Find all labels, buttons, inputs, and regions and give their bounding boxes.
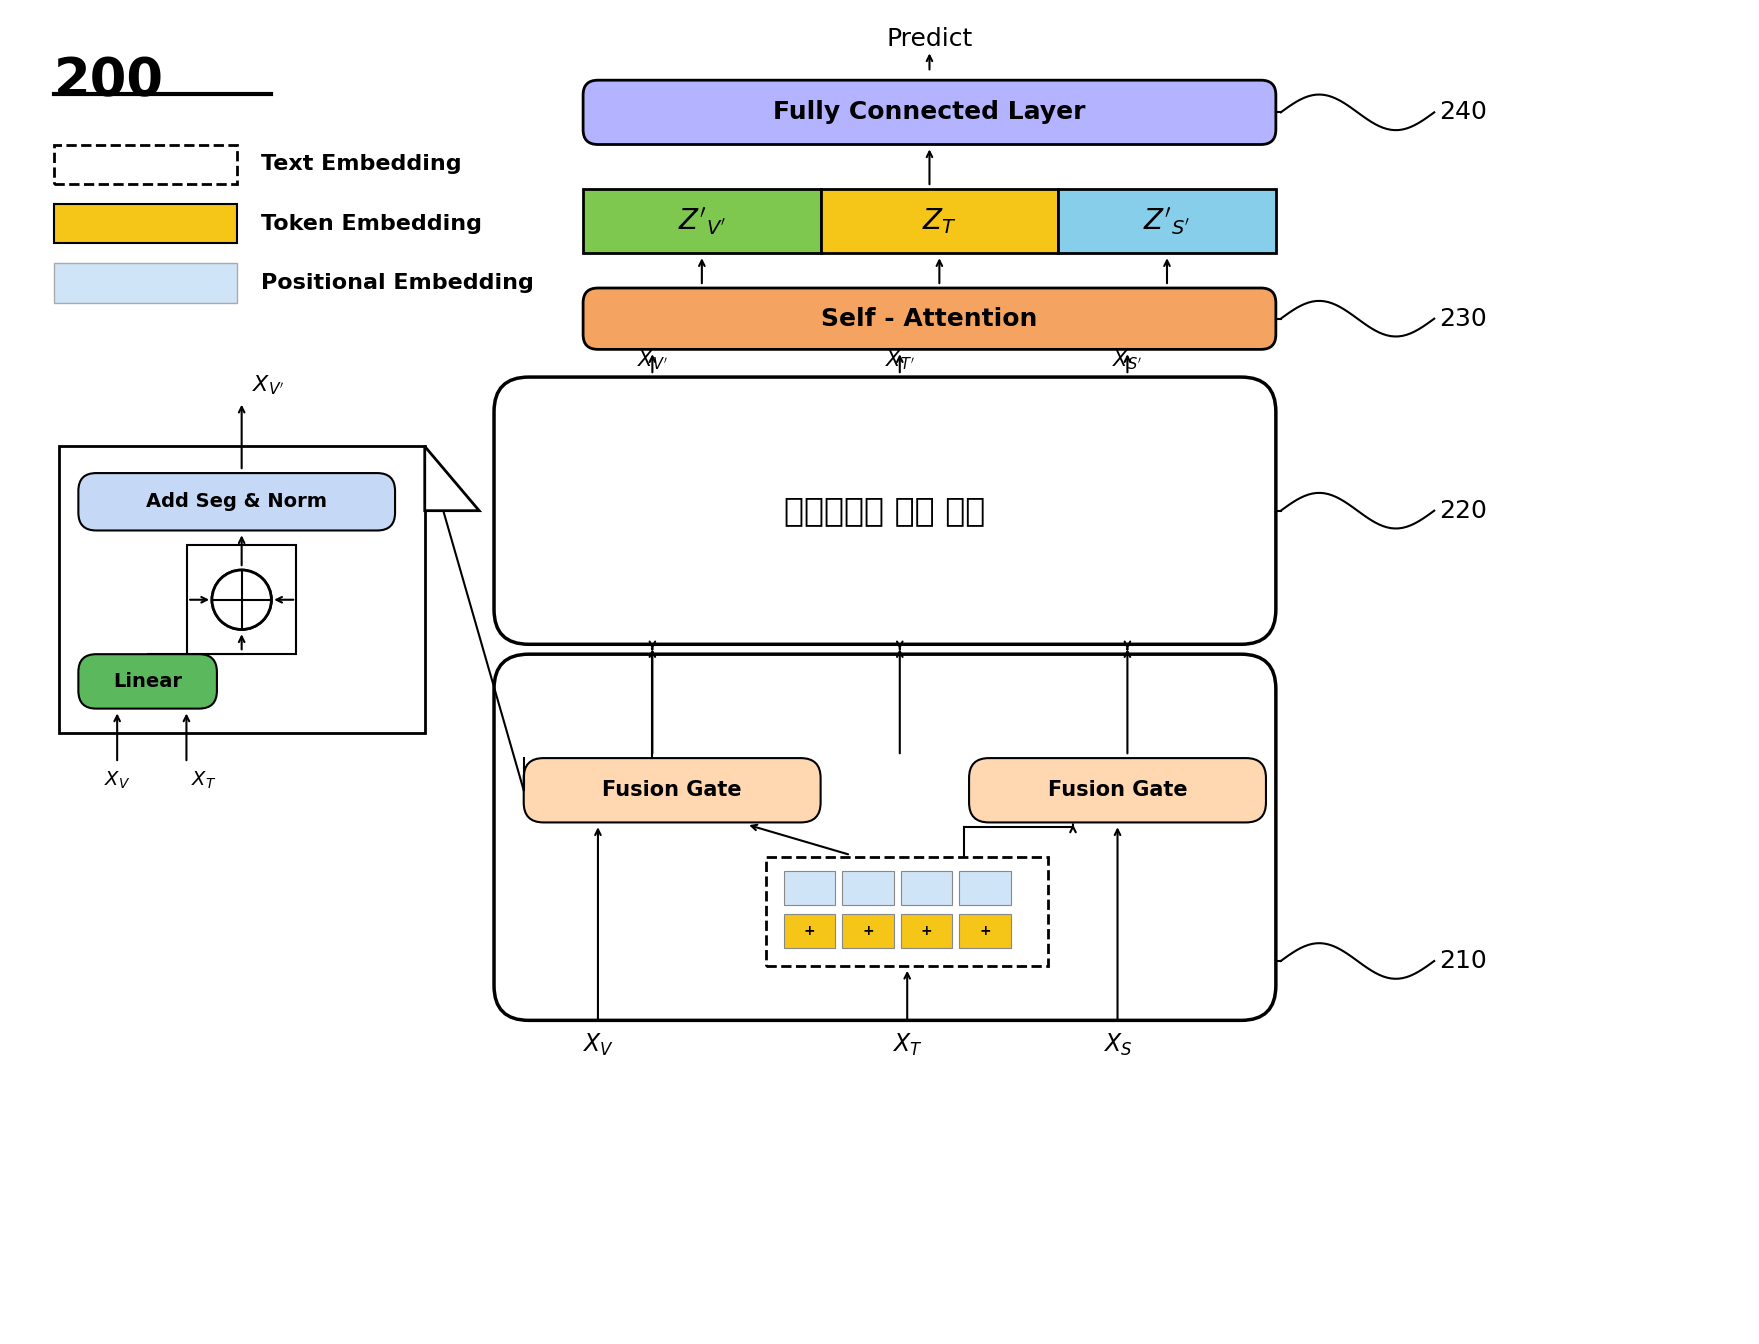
Bar: [901, 914, 952, 948]
Circle shape: [213, 570, 271, 629]
Circle shape: [213, 570, 271, 629]
Text: $X_V$: $X_V$: [582, 1032, 614, 1059]
Bar: [53, 204, 237, 243]
Bar: [959, 914, 1011, 948]
Text: 210: 210: [1439, 949, 1486, 973]
Text: Fully Connected Layer: Fully Connected Layer: [774, 101, 1085, 125]
FancyBboxPatch shape: [582, 288, 1275, 349]
Text: +: +: [980, 925, 990, 938]
Text: 200: 200: [53, 55, 164, 108]
Text: Positional Embedding: Positional Embedding: [262, 273, 535, 293]
Text: 트랜스포머 기반 모델: 트랜스포머 기반 모델: [785, 495, 985, 527]
Text: $X_T$: $X_T$: [892, 1032, 922, 1059]
FancyBboxPatch shape: [969, 758, 1266, 823]
Text: Token Embedding: Token Embedding: [262, 214, 482, 234]
Text: $X_{V'}$: $X_{V'}$: [637, 348, 668, 372]
Text: $X_{V'}$: $X_{V'}$: [252, 374, 285, 396]
FancyBboxPatch shape: [494, 378, 1275, 644]
Text: $X_T$: $X_T$: [192, 770, 216, 792]
Text: Add Seg & Norm: Add Seg & Norm: [146, 492, 327, 511]
Text: Predict: Predict: [887, 27, 973, 51]
Text: Fusion Gate: Fusion Gate: [1048, 781, 1187, 800]
Text: $Z'_{V'}$: $Z'_{V'}$: [677, 206, 726, 237]
Bar: [1059, 190, 1275, 254]
Bar: [767, 857, 1048, 966]
FancyBboxPatch shape: [79, 655, 216, 708]
Text: +: +: [920, 925, 932, 938]
FancyBboxPatch shape: [582, 81, 1275, 145]
FancyBboxPatch shape: [494, 655, 1275, 1020]
Text: Text Embedding: Text Embedding: [262, 155, 463, 175]
Text: +: +: [804, 925, 816, 938]
Text: 220: 220: [1439, 499, 1486, 523]
FancyBboxPatch shape: [524, 758, 821, 823]
Bar: [901, 871, 952, 905]
Text: $X_{S'}$: $X_{S'}$: [1112, 348, 1143, 372]
Bar: [843, 914, 894, 948]
Text: Linear: Linear: [113, 672, 183, 691]
Text: +: +: [862, 925, 874, 938]
Bar: [785, 914, 836, 948]
Text: $Z'_{S'}$: $Z'_{S'}$: [1143, 206, 1191, 237]
Text: $X_V$: $X_V$: [104, 770, 130, 792]
Bar: [186, 546, 296, 655]
Polygon shape: [424, 446, 478, 511]
Bar: [53, 145, 237, 184]
Bar: [53, 263, 237, 302]
Bar: [959, 871, 1011, 905]
Bar: [843, 871, 894, 905]
Text: 230: 230: [1439, 306, 1486, 331]
FancyBboxPatch shape: [79, 473, 396, 531]
Bar: [785, 871, 836, 905]
Text: 240: 240: [1439, 101, 1486, 125]
Text: $Z_T$: $Z_T$: [922, 207, 957, 237]
Bar: [821, 190, 1059, 254]
Text: Fusion Gate: Fusion Gate: [602, 781, 742, 800]
Text: Self - Attention: Self - Attention: [821, 306, 1038, 331]
Text: $X_S$: $X_S$: [1103, 1032, 1133, 1059]
Text: $X_{T'}$: $X_{T'}$: [885, 348, 915, 372]
Bar: [582, 190, 821, 254]
Bar: [58, 446, 424, 734]
